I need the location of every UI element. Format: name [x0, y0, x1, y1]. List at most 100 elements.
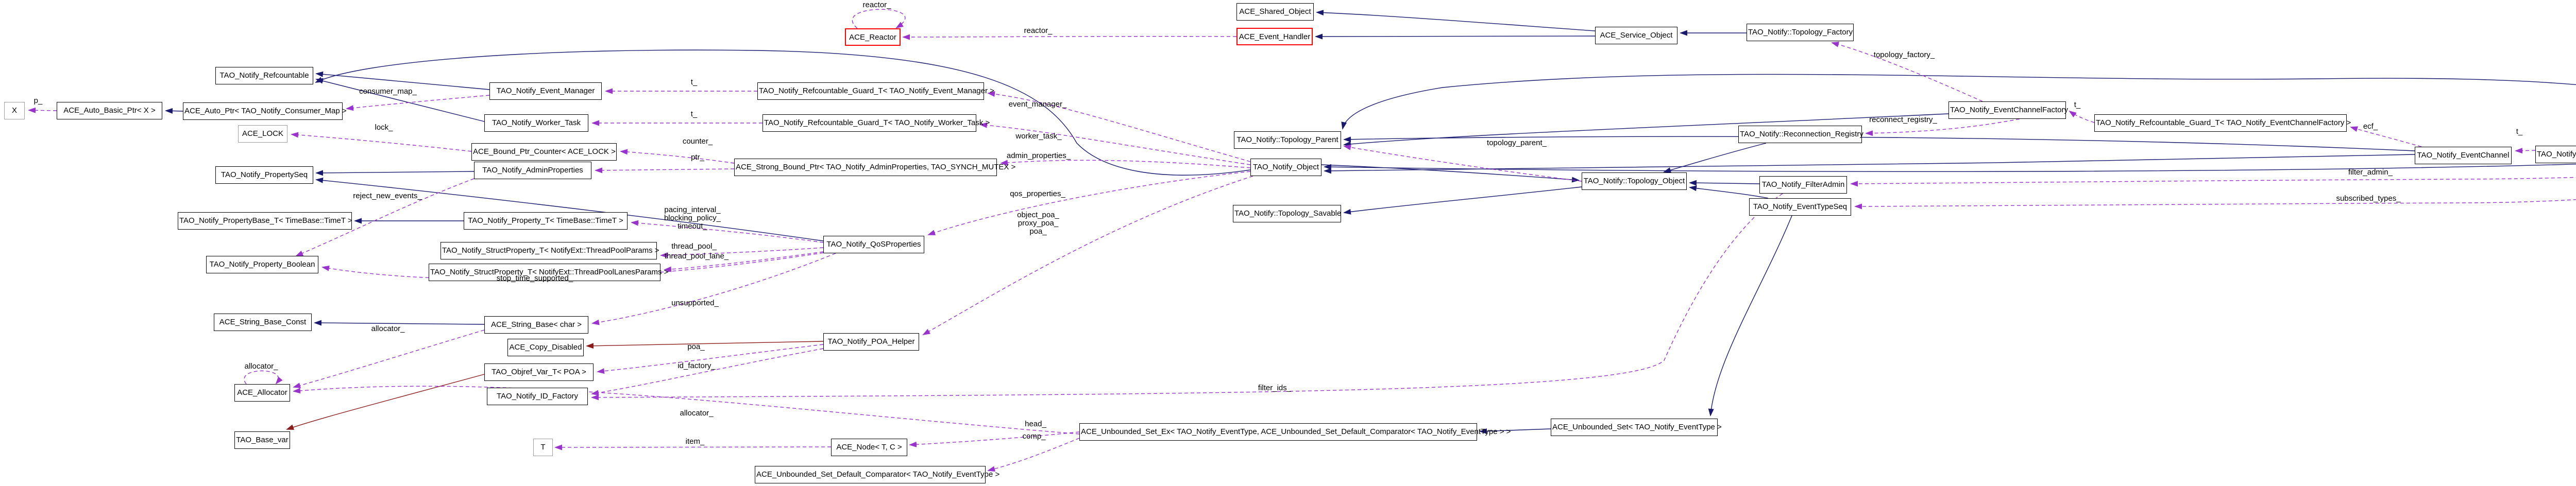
- edge-topology-object-to-topology-savable: [1343, 186, 1582, 215]
- edge-label-line: subscribed_types_: [2336, 194, 2401, 203]
- node-ace-unbounded-set-ex[interactable]: ACE_Unbounded_Set_Ex< TAO_Notify_EventTy…: [1079, 423, 1511, 441]
- node-tao-objref-var-t-poa[interactable]: TAO_Objref_Var_T< POA >: [484, 363, 594, 381]
- edge-tao-notify-object-to-tao-notify-qosproperties: [927, 171, 1251, 235]
- node-tao-notify-adminproperties[interactable]: TAO_Notify_AdminProperties: [474, 162, 591, 179]
- edge-label-reactor: reactor_: [862, 1, 891, 9]
- edge-label-stop-time-supported: stop_time_supported_: [497, 274, 573, 283]
- node-ace-reactor[interactable]: ACE_Reactor: [845, 28, 901, 46]
- edge-label-line: t_: [690, 78, 698, 86]
- node-ace-shared-object[interactable]: ACE_Shared_Object: [1236, 3, 1314, 21]
- edge-ace-auto-basic-ptr-x-to-x-param: [28, 107, 57, 113]
- edge-tao-notify-qosproperties-to-tao-notify-structproperty-t-threadpoollanes: [664, 251, 824, 272]
- edge-label-line: proxy_poa_: [1018, 219, 1059, 228]
- node-tao-notify-propertybase-t[interactable]: TAO_Notify_PropertyBase_T< TimeBase::Tim…: [178, 212, 352, 230]
- edge-label-reactor: reactor_: [1024, 27, 1052, 35]
- edge-label-filter-admin: filter_admin_: [2348, 168, 2393, 177]
- edge-label-unsupported: unsupported_: [671, 299, 719, 307]
- edge-label-line: worker_task_: [1015, 132, 1062, 141]
- node-tao-notify-eventtypeseq[interactable]: TAO_Notify_EventTypeSeq: [1749, 198, 1851, 216]
- edge-label-line: head_: [1025, 420, 1046, 428]
- edge-tao-notify-qosproperties-to-tao-notify-propertyseq: [315, 177, 824, 241]
- node-topology-factory[interactable]: TAO_Notify::Topology_Factory: [1747, 24, 1854, 41]
- edge-ace-bound-ptr-counter-to-ace-lock: [291, 132, 472, 152]
- node-reconnection-registry[interactable]: TAO_Notify::Reconnection_Registry: [1738, 126, 1863, 143]
- edge-label-filter-ids: filter_ids_: [1258, 384, 1291, 392]
- node-tao-notify-poa-helper[interactable]: TAO_Notify_POA_Helper: [823, 333, 919, 351]
- edge-tao-notify-qosproperties-to-tao-notify-property-t: [631, 220, 824, 243]
- edge-tao-notify-filteradmin-to-topology-object: [1689, 180, 1760, 186]
- edge-label-line: allocator_: [371, 324, 405, 333]
- edge-label-line: reject_new_events_: [353, 192, 422, 200]
- node-tao-notify-refcountable[interactable]: TAO_Notify_Refcountable: [215, 67, 313, 84]
- edge-label-object-poa--proxy-poa--poa: object_poa_ proxy_poa_ poa_: [1017, 211, 1059, 236]
- edge-tao-notify-admin-to-tao-notify-eventtypeseq: [1854, 199, 2576, 210]
- node-tao-notify-eventchannel[interactable]: TAO_Notify_EventChannel: [2415, 147, 2512, 164]
- edge-tao-notify-poa-helper-to-ace-copy-disabled: [586, 341, 824, 349]
- node-tao-notify-property-boolean[interactable]: TAO_Notify_Property_Boolean: [206, 256, 318, 273]
- node-tao-notify-propertyseq[interactable]: TAO_Notify_PropertySeq: [215, 166, 313, 184]
- node-ace-service-object[interactable]: ACE_Service_Object: [1595, 27, 1677, 44]
- node-guard-eventchannelfactory[interactable]: TAO_Notify_Refcountable_Guard_T< TAO_Not…: [2094, 114, 2351, 132]
- edge-tao-notify-poa-helper-to-tao-notify-id-factory: [591, 348, 824, 396]
- edge-label-line: pacing_interval_: [664, 205, 721, 214]
- node-tao-notify-event-manager[interactable]: TAO_Notify_Event_Manager: [489, 82, 602, 100]
- node-topology-object[interactable]: TAO_Notify::Topology_Object: [1582, 172, 1687, 190]
- edge-label-line: reactor_: [1024, 26, 1053, 35]
- edge-tao-notify-eventchannelfactory-to-topology-factory: [1831, 42, 1983, 102]
- node-ace-event-handler[interactable]: ACE_Event_Handler: [1236, 28, 1313, 45]
- edge-tao-notify-adminproperties-to-tao-notify-propertyseq: [315, 170, 474, 176]
- node-tao-notify-eventchannelfactory[interactable]: TAO_Notify_EventChannelFactory: [1948, 101, 2068, 119]
- node-ace-string-base-char[interactable]: ACE_String_Base< char >: [484, 316, 588, 334]
- edge-label-thread-pool-lane: thread_pool_lane_: [665, 252, 728, 261]
- edge-label-line: allocator_: [680, 409, 714, 418]
- node-tao-notify-filteradmin[interactable]: TAO_Notify_FilterAdmin: [1759, 176, 1847, 194]
- node-tao-notify-property-t[interactable]: TAO_Notify_Property_T< TimeBase::TimeT >: [464, 212, 628, 230]
- edge-label-line: counter_: [682, 137, 713, 146]
- edge-tao-notify-adminproperties-to-tao-notify-property-boolean: [295, 178, 474, 256]
- node-guard-event-manager[interactable]: TAO_Notify_Refcountable_Guard_T< TAO_Not…: [757, 82, 994, 100]
- node-ace-copy-disabled[interactable]: ACE_Copy_Disabled: [507, 339, 584, 356]
- edge-label-t: t_: [691, 78, 698, 86]
- node-tao-notify-object[interactable]: TAO_Notify_Object: [1250, 159, 1321, 176]
- edge-tao-notify-poa-helper-to-tao-objref-var-t-poa: [597, 344, 824, 374]
- node-tao-notify-structproperty-t-threadpoollanes[interactable]: TAO_Notify_StructProperty_T< NotifyExt::…: [429, 264, 668, 281]
- node-ace-string-base-const[interactable]: ACE_String_Base_Const: [214, 314, 312, 331]
- node-tao-notify-id-factory[interactable]: TAO_Notify_ID_Factory: [487, 388, 588, 405]
- edge-ace-strong-bound-ptr-to-ace-bound-ptr-counter: [620, 149, 735, 164]
- node-ace-node[interactable]: ACE_Node< T, C >: [831, 439, 907, 456]
- node-tao-notify-worker-task[interactable]: TAO_Notify_Worker_Task: [484, 114, 588, 132]
- edge-tao-notify-eventchannel-to-guard-eventchannelfactory: [2350, 126, 2422, 147]
- node-ace-allocator[interactable]: ACE_Allocator: [234, 384, 290, 402]
- edge-label-line: unsupported_: [671, 299, 719, 307]
- edge-label-line: reactor_: [862, 1, 891, 9]
- node-tao-notify-structproperty-t-threadpool[interactable]: TAO_Notify_StructProperty_T< NotifyExt::…: [440, 242, 659, 259]
- edge-ace-unbounded-set-ex-to-ace-unbounded-set-default-comparator: [987, 438, 1080, 472]
- node-ace-lock: ACE_LOCK: [238, 125, 287, 143]
- edge-label-id-factory: id_factory_: [677, 362, 715, 370]
- node-ace-strong-bound-ptr[interactable]: ACE_Strong_Bound_Ptr< TAO_Notify_AdminPr…: [734, 159, 1015, 176]
- node-topology-parent[interactable]: TAO_Notify::Topology_Parent: [1234, 131, 1341, 149]
- edge-label-line: topology_factory_: [1873, 50, 1935, 59]
- edge-tao-notify-object-to-guard-worker-task: [979, 122, 1251, 165]
- node-ace-unbounded-set-default-comparator[interactable]: ACE_Unbounded_Set_Default_Comparator< TA…: [755, 466, 999, 483]
- edge-label-line: filter_admin_: [2348, 168, 2393, 177]
- node-ace-unbounded-set[interactable]: ACE_Unbounded_Set< TAO_Notify_EventType …: [1551, 419, 1722, 436]
- node-ace-auto-ptr-consumer-map[interactable]: ACE_Auto_Ptr< TAO_Notify_Consumer_Map >: [183, 102, 347, 120]
- node-guard-worker-task[interactable]: TAO_Notify_Refcountable_Guard_T< TAO_Not…: [762, 114, 990, 132]
- node-ace-bound-ptr-counter[interactable]: ACE_Bound_Ptr_Counter< ACE_LOCK >: [471, 143, 617, 161]
- edge-ace-service-object-to-ace-event-handler: [1315, 33, 1596, 40]
- edge-label-line: stop_time_supported_: [496, 274, 573, 283]
- edge-label-line: event_manager_: [1008, 100, 1067, 109]
- node-tao-notify-qosproperties[interactable]: TAO_Notify_QoSProperties: [823, 236, 924, 253]
- node-guard-eventchannel[interactable]: TAO_Notify_Refcountable_Guard_T< TAO_Not…: [2535, 146, 2576, 163]
- edge-guard-eventchannelfactory-to-tao-notify-eventchannelfactory: [2069, 110, 2095, 123]
- node-topology-savable[interactable]: TAO_Notify::Topology_Savable: [1233, 205, 1341, 222]
- edge-tao-notify-admin-to-topology-parent: [1341, 74, 2576, 130]
- edge-label-counter: counter_: [683, 137, 713, 146]
- node-ace-auto-basic-ptr-x[interactable]: ACE_Auto_Basic_Ptr< X >: [57, 102, 162, 119]
- edge-label-topology-factory: topology_factory_: [1874, 51, 1935, 59]
- edge-tao-notify-worker-task-to-tao-notify-refcountable: [315, 78, 485, 122]
- node-tao-base-var[interactable]: TAO_Base_var: [234, 431, 290, 449]
- edge-label-line: poa_: [1029, 227, 1047, 236]
